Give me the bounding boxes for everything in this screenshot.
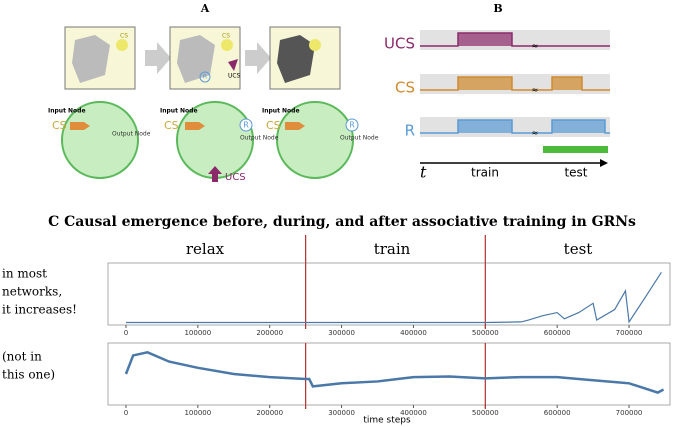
output-label: Output Node bbox=[240, 135, 279, 142]
x-tick-label: 500000 bbox=[472, 409, 499, 417]
signal-name: CS bbox=[395, 79, 415, 97]
signals: ≈ UCS ≈ CS ≈ R bbox=[384, 30, 610, 140]
x-tick-label: 300000 bbox=[328, 409, 355, 417]
x-tick-label: 0 bbox=[124, 329, 128, 337]
input-label: Input Node bbox=[262, 108, 300, 115]
break-mark: ≈ bbox=[532, 42, 539, 51]
charts: 0 100000 200000 300000 400000 500000 600000 700… bbox=[107, 235, 671, 417]
phase: train bbox=[374, 240, 411, 258]
x-tick-label: 200000 bbox=[256, 329, 283, 337]
output: R bbox=[243, 121, 249, 130]
pulse bbox=[458, 77, 512, 90]
input: CS bbox=[164, 119, 179, 132]
panel-title: C Causal emergence before, during, and a… bbox=[48, 214, 636, 230]
input: CS bbox=[52, 119, 67, 132]
dog bbox=[177, 35, 215, 83]
badge: R bbox=[203, 74, 207, 81]
signal bbox=[420, 76, 610, 91]
plot-frame bbox=[107, 262, 671, 326]
x-tick-label: 600000 bbox=[544, 409, 571, 417]
x-tick-label: 600000 bbox=[544, 329, 571, 337]
response bbox=[199, 71, 211, 83]
note: it increases! bbox=[2, 303, 77, 317]
networks: Input Node CS Output Node Input Node CS … bbox=[48, 101, 379, 183]
pulse bbox=[458, 33, 512, 46]
output-node bbox=[239, 118, 253, 132]
badge: UCS bbox=[228, 73, 241, 80]
time-label: t bbox=[420, 163, 427, 182]
bell bbox=[116, 39, 128, 51]
arrow bbox=[145, 42, 171, 74]
signal bbox=[420, 119, 610, 134]
pulse bbox=[552, 77, 582, 90]
panel-label: A bbox=[200, 2, 210, 15]
input-arrow bbox=[185, 122, 205, 130]
input: CS bbox=[266, 119, 281, 132]
series-line bbox=[125, 271, 662, 324]
input-label: Input Node bbox=[160, 108, 198, 115]
input-arrow bbox=[285, 122, 305, 130]
test-bar bbox=[543, 146, 608, 153]
x-tick-label: 400000 bbox=[400, 409, 427, 417]
dog bbox=[277, 35, 315, 83]
series-line bbox=[124, 350, 665, 394]
x-tick-label: 200000 bbox=[256, 409, 283, 417]
phase: test bbox=[564, 166, 587, 180]
output-label: Output Node bbox=[340, 135, 379, 142]
pulse bbox=[552, 120, 605, 133]
x-tick-label: 0 bbox=[124, 409, 128, 417]
note: this one) bbox=[2, 368, 55, 382]
x-tick-label: 100000 bbox=[184, 409, 211, 417]
phase: train bbox=[471, 166, 499, 180]
x-tick-label: 100000 bbox=[184, 329, 211, 337]
network bbox=[61, 101, 139, 179]
food bbox=[228, 59, 238, 71]
conditioning-images: CS CS UCS R bbox=[64, 26, 341, 90]
input-label: Input Node bbox=[48, 108, 86, 115]
note: in most bbox=[2, 267, 47, 281]
phase: test bbox=[564, 240, 593, 258]
x-tick-label: 300000 bbox=[328, 329, 355, 337]
pulse bbox=[458, 120, 512, 133]
bell bbox=[221, 39, 233, 51]
input-arrow bbox=[70, 122, 90, 130]
output-label: Output Node bbox=[112, 131, 151, 138]
arrow bbox=[245, 42, 271, 74]
signal bbox=[420, 32, 610, 47]
badge: CS bbox=[120, 33, 128, 40]
x-tick-label: 700000 bbox=[616, 409, 643, 417]
output: R bbox=[349, 121, 355, 130]
note: (not in bbox=[2, 350, 42, 364]
x-tick-label: 700000 bbox=[616, 329, 643, 337]
signal-name: R bbox=[405, 122, 415, 140]
output-node bbox=[345, 118, 359, 132]
x-tick-label: 400000 bbox=[400, 329, 427, 337]
phase: relax bbox=[186, 240, 225, 258]
bell bbox=[309, 39, 321, 51]
extra: UCS bbox=[225, 172, 246, 183]
dog bbox=[72, 35, 110, 83]
x-axis-label: time steps bbox=[363, 416, 411, 426]
plot-frame bbox=[107, 342, 671, 406]
badge: CS bbox=[222, 33, 230, 40]
track bbox=[420, 30, 610, 50]
break-mark: ≈ bbox=[532, 86, 539, 95]
panel-label: B bbox=[493, 2, 502, 15]
break-mark: ≈ bbox=[532, 129, 539, 138]
note: networks, bbox=[2, 285, 62, 299]
ucs-arrow bbox=[208, 166, 222, 182]
arrow-head bbox=[600, 159, 608, 167]
x-tick-label: 500000 bbox=[472, 329, 499, 337]
signal-name: UCS bbox=[384, 35, 415, 53]
network bbox=[276, 101, 354, 179]
